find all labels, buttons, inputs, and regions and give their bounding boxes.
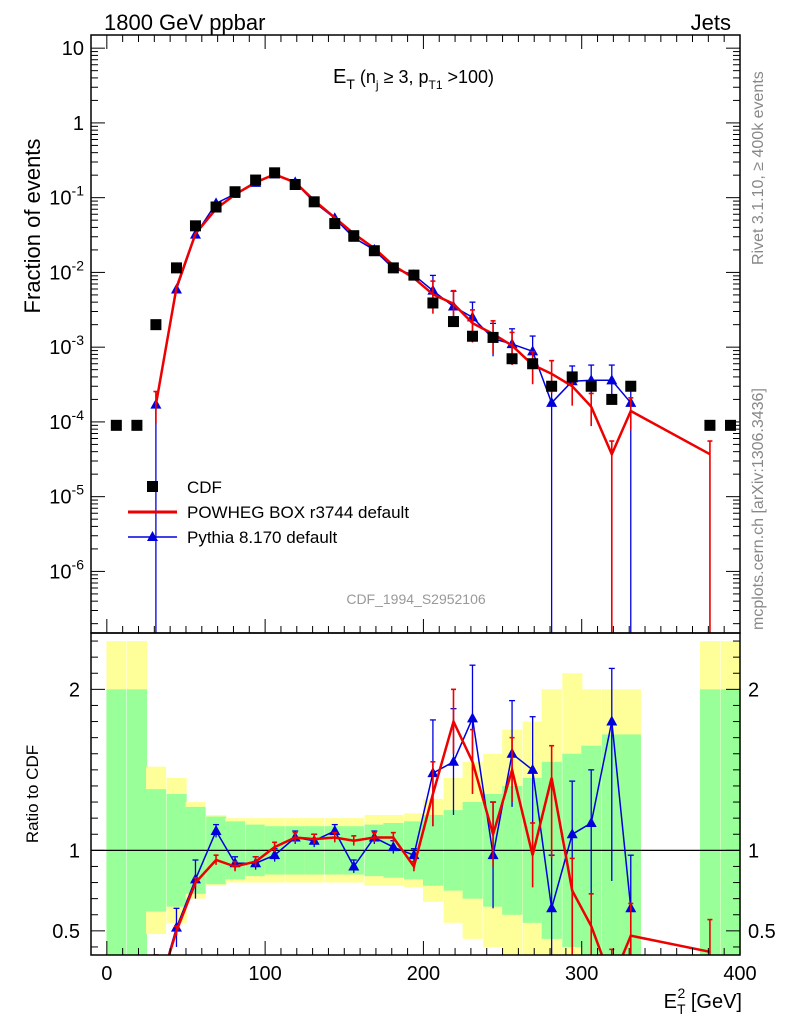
pythia-ratio-point [585, 816, 597, 827]
cdf-point [189, 220, 201, 232]
main-ytick-label: 10 [62, 38, 84, 60]
cdf-point [704, 419, 716, 431]
ratio-xtick-label: 0 [101, 963, 112, 985]
ratio-ytick-label-left: 2 [69, 679, 80, 701]
cdf-point [289, 179, 301, 190]
ratio-frame [90, 632, 741, 956]
legend-marker-pythia [147, 531, 158, 541]
ratio-ytick-label-left: 1 [69, 840, 80, 862]
ratio-xtick-label: 300 [565, 963, 598, 985]
cdf-point [447, 316, 459, 328]
cdf-point [506, 353, 518, 365]
pythia-ratio-point [329, 825, 341, 836]
legend-label-pythia: Pythia 8.170 default [187, 528, 338, 547]
ratio-xlabel: ET2 [GeV] [664, 985, 742, 1017]
ratio-panel: 0.5 0.5 1 1 2 2 0 100 200 300 400 Ratio to CDF ET2… [23, 632, 776, 1017]
cdf-point [585, 380, 597, 392]
band-inner-bin [720, 689, 741, 955]
cdf-point [466, 330, 478, 342]
ratio-ytick-label-right: 0.5 [748, 921, 776, 943]
main-ytick-label: 10-1 [49, 183, 84, 210]
band-inner-bin [127, 689, 148, 955]
cdf-point [408, 269, 420, 281]
cdf-point [487, 331, 499, 343]
main-ytick-label: 10-4 [49, 407, 84, 434]
cdf-point [131, 419, 143, 431]
main-panel: 10-6 10-5 10-4 10-3 10-2 10-1 1 10 ET (nj ≥ 3, … [20, 34, 741, 634]
cdf-point [210, 201, 222, 213]
powheg-ratio-line [167, 717, 711, 955]
pythia-ratio-point [387, 841, 399, 852]
cdf-point [329, 218, 341, 230]
cdf-point [150, 319, 162, 331]
cdf-point [250, 174, 262, 186]
main-ytick-label: 10-5 [49, 482, 84, 509]
pythia-ratio-point [269, 849, 281, 860]
header-left: 1800 GeV ppbar [104, 10, 265, 35]
legend-label-cdf: CDF [187, 478, 222, 497]
band-inner-bin [620, 734, 641, 955]
legend-label-powheg: POWHEG BOX r3744 default [187, 503, 409, 522]
cdf-point [566, 371, 578, 383]
cdf-point [269, 167, 281, 179]
pythia-ratio-point [566, 828, 578, 839]
cdf-point [387, 262, 399, 274]
band-inner-bin [106, 689, 127, 955]
cdf-point [348, 230, 360, 242]
legend-marker-cdf [147, 481, 158, 492]
main-ytick-label: 10-2 [49, 257, 84, 284]
pythia-point [527, 345, 539, 356]
ratio-series-group [152, 664, 713, 955]
cdf-point [546, 380, 558, 392]
pythia-ratio-point [527, 763, 539, 774]
legend: CDF POWHEG BOX r3744 default Pythia 8.17… [128, 478, 409, 547]
cdf-point [606, 393, 618, 405]
cdf-point [625, 380, 637, 392]
band-inner-bin [700, 689, 721, 955]
cdf-point [110, 419, 122, 431]
pythia-ratio-point [447, 755, 459, 766]
pythia-ratio-point [466, 712, 478, 723]
pythia-point [606, 374, 618, 385]
main-ytick-label: 1 [73, 113, 84, 135]
cdf-point [229, 186, 241, 198]
main-ylabel: Fraction of events [20, 139, 45, 314]
main-ytick-label: 10-6 [49, 556, 84, 583]
pythia-ratio-point [606, 715, 618, 726]
ratio-xtick-label: 100 [248, 963, 281, 985]
cdf-point [308, 196, 320, 208]
cdf-point [527, 358, 539, 370]
cdf-point [368, 245, 380, 257]
pythia-ratio-point [348, 860, 360, 871]
powheg-series-line [154, 173, 711, 458]
pythia-point [546, 396, 558, 407]
mcplots-label: mcplots.cern.ch [arXiv:1306.3436] [750, 388, 767, 630]
header-right: Jets [691, 10, 731, 35]
ratio-ytick-label-left: 0.5 [52, 921, 80, 943]
analysis-id: CDF_1994_S2952106 [346, 591, 486, 607]
ratio-xtick-label: 400 [723, 963, 756, 985]
cdf-point [725, 419, 737, 431]
ratio-ylabel: Ratio to CDF [23, 745, 42, 843]
ratio-ytick-label-right: 2 [748, 679, 759, 701]
cdf-point [170, 262, 182, 274]
ratio-ytick-label-right: 1 [748, 840, 759, 862]
main-ytick-label: 10-3 [49, 332, 84, 359]
ratio-xtick-label: 200 [407, 963, 440, 985]
pythia-series-line [155, 173, 632, 405]
pythia-ratio-point [210, 825, 222, 836]
main-title: ET (nj ≥ 3, pT1 >100) [333, 66, 494, 92]
cdf-point [427, 297, 439, 309]
rivet-label: Rivet 3.1.10, ≥ 400k events [750, 71, 767, 265]
pythia-ratio-point [546, 902, 558, 913]
